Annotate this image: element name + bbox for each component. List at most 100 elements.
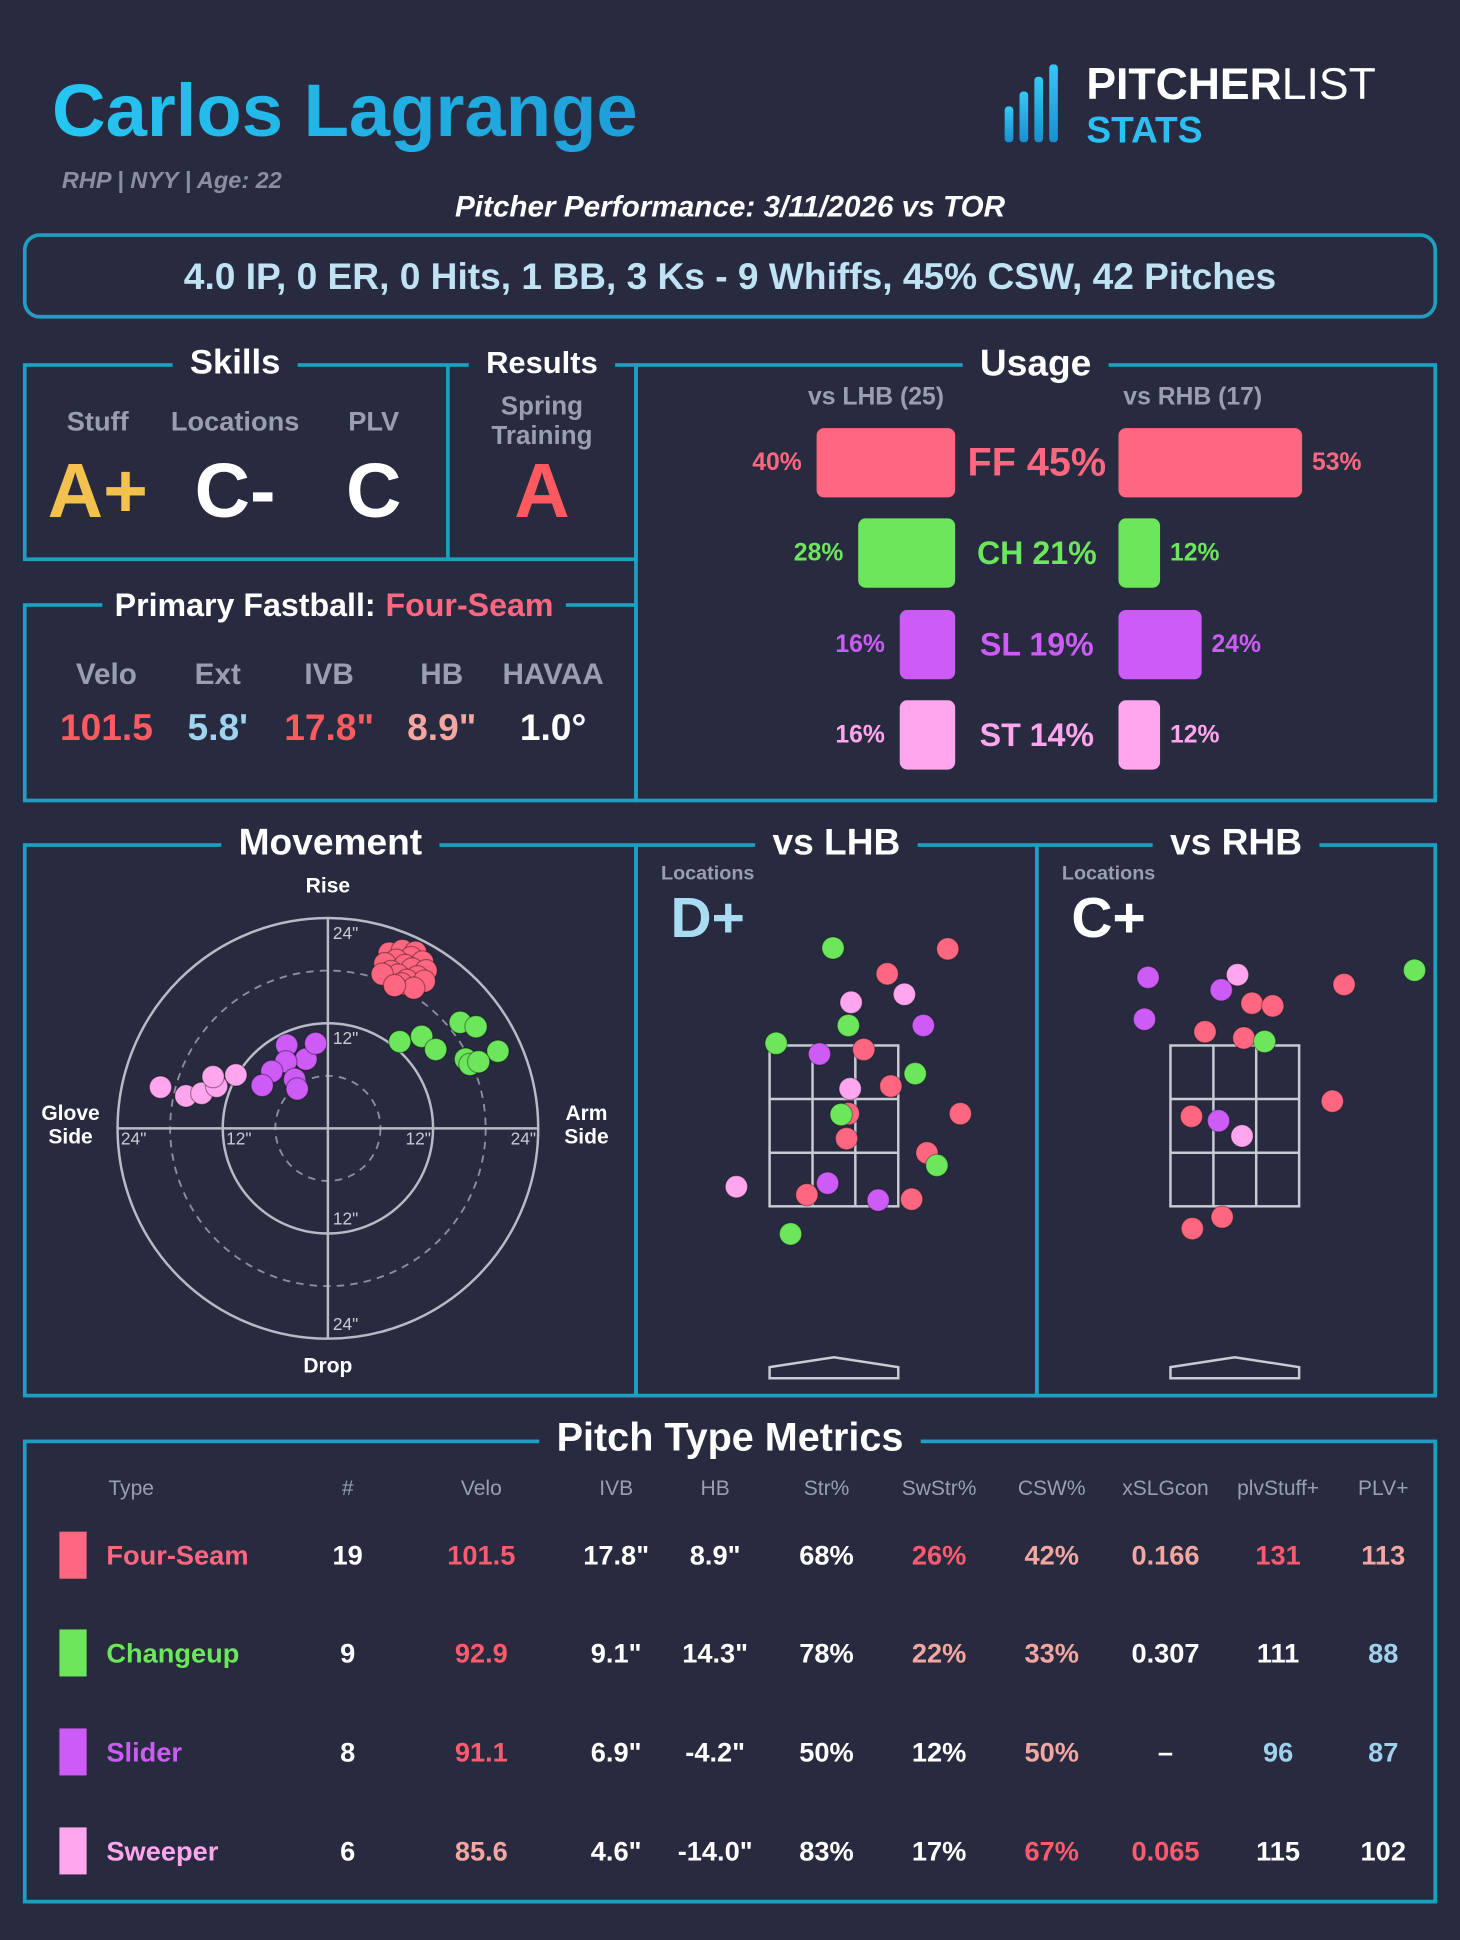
logo-stats: STATS	[1086, 108, 1202, 150]
location-point	[866, 1188, 890, 1212]
metric-cell: 26%	[912, 1540, 966, 1571]
home-plate	[768, 1356, 900, 1380]
movement-tick-label: 24"	[121, 1128, 146, 1148]
fastball-title-text: Primary Fastball:	[115, 587, 376, 623]
metric-cell: 85.6	[455, 1835, 508, 1866]
movement-point	[402, 976, 426, 1000]
fastball-label: Velo	[76, 658, 137, 691]
location-point	[1193, 1019, 1217, 1044]
usage-bar	[1118, 428, 1303, 498]
metric-cell: 113	[1361, 1540, 1405, 1571]
usage-pitch-label: CH 21%	[977, 535, 1097, 571]
location-point	[1402, 958, 1427, 983]
movement-point	[148, 1075, 173, 1099]
fastball-label: HB	[420, 658, 463, 691]
logo-bar	[1019, 91, 1029, 143]
metric-cell: 6.9"	[591, 1736, 642, 1767]
metric-cell: 14.3"	[682, 1637, 748, 1668]
usage-pitch-label: FF 45%	[968, 441, 1107, 485]
strike-zone-lhb	[768, 1044, 900, 1380]
metric-cell: 50%	[1024, 1736, 1078, 1767]
metric-cell: 0.307	[1131, 1637, 1199, 1668]
zone-box	[1169, 1044, 1301, 1208]
movement-axis-label: Drop	[303, 1354, 352, 1377]
movement-point	[285, 1077, 309, 1101]
movement-point	[201, 1064, 225, 1089]
skill-label: Stuff	[67, 406, 130, 437]
metric-cell: 9	[340, 1637, 355, 1668]
fastball-label: IVB	[304, 658, 354, 691]
location-point	[1230, 1124, 1254, 1148]
location-point	[724, 1174, 749, 1199]
metric-cell: 19	[333, 1540, 363, 1571]
location-point	[838, 1076, 862, 1101]
location-point	[1136, 965, 1160, 990]
metric-cell: 91.1	[455, 1736, 508, 1767]
column-header: plvStuff+	[1237, 1477, 1319, 1500]
location-point	[935, 937, 960, 961]
location-point	[778, 1222, 803, 1246]
movement-tick-label: 24"	[333, 923, 358, 943]
location-point	[899, 1187, 924, 1211]
usage-bar	[816, 428, 956, 498]
location-point	[764, 1031, 788, 1056]
usage-bar	[1118, 700, 1161, 770]
metric-cell: 115	[1256, 1835, 1300, 1866]
summary-box	[22, 233, 1438, 319]
usage-value-label: 16%	[835, 631, 885, 658]
pitch-swatch	[59, 1827, 87, 1875]
location-point	[1179, 1104, 1204, 1129]
movement-point	[388, 1029, 412, 1054]
metric-cell: –	[1158, 1736, 1173, 1767]
location-point	[1332, 972, 1356, 997]
usage-bar	[858, 518, 956, 588]
location-point	[1320, 1089, 1345, 1113]
metric-cell: 67%	[1024, 1835, 1078, 1866]
movement-point	[250, 1073, 274, 1098]
movement-point	[486, 1039, 510, 1063]
location-point	[911, 1013, 936, 1038]
column-header: xSLGcon	[1122, 1477, 1208, 1500]
skill-label: Locations	[171, 406, 299, 437]
title-gap	[468, 340, 616, 385]
fastball-title: Primary Fastball: Four-Seam	[115, 587, 554, 623]
metric-cell: 87	[1368, 1736, 1398, 1767]
title-gap	[1152, 815, 1320, 868]
movement-tick-label: 12"	[333, 1209, 358, 1229]
title-gap	[102, 582, 566, 628]
location-point	[834, 1126, 859, 1151]
movement-axis-label: Side	[48, 1126, 92, 1149]
movement-tick-label: 12"	[333, 1028, 358, 1048]
locations-label: Locations	[1062, 862, 1155, 884]
location-point	[1180, 1216, 1205, 1241]
pitch-swatch	[59, 1531, 87, 1579]
metric-cell: 42%	[1024, 1540, 1078, 1571]
location-point	[1210, 1205, 1234, 1229]
location-point	[815, 1171, 840, 1195]
metric-cell: 83%	[799, 1835, 853, 1866]
location-point	[1206, 1109, 1231, 1133]
metric-cell: 17%	[912, 1835, 966, 1866]
location-point	[1132, 1007, 1157, 1031]
location-point	[879, 1074, 903, 1098]
title-gap	[539, 1409, 921, 1466]
fastball-value: 1.0°	[520, 706, 586, 748]
location-point	[875, 962, 899, 986]
section-title: Usage	[980, 342, 1091, 384]
movement-point	[464, 1014, 488, 1039]
metric-cell: 6	[340, 1835, 355, 1866]
section-title: Movement	[239, 820, 423, 862]
metric-cell: 17.8"	[583, 1540, 649, 1571]
fastball-label: Ext	[195, 658, 241, 691]
locations-label: Locations	[661, 862, 754, 884]
metric-cell: 0.065	[1131, 1835, 1199, 1866]
usage-value-label: 16%	[835, 721, 885, 748]
movement-point	[224, 1063, 248, 1087]
metric-cell: 102	[1361, 1835, 1406, 1866]
column-header: #	[342, 1477, 354, 1500]
metric-cell: 78%	[799, 1637, 853, 1668]
column-header: Velo	[461, 1477, 502, 1500]
usage-pitch-label: SL 19%	[980, 627, 1094, 663]
